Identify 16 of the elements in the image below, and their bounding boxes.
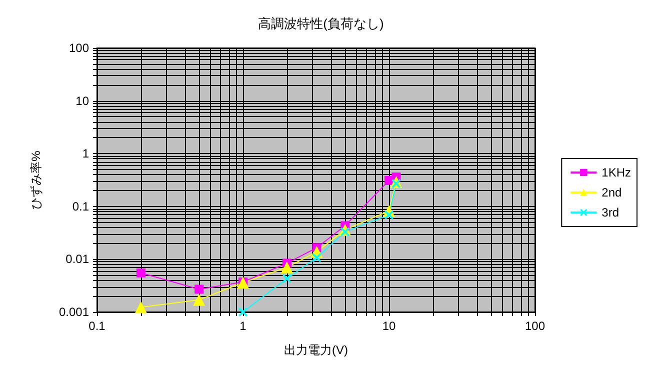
y-tick-label: 10 (76, 94, 90, 108)
legend-label: 1KHz (602, 166, 631, 180)
y-tick-label: 1 (82, 146, 90, 161)
y-tick-label: 0.001 (58, 305, 90, 319)
chart-title: 高調波特性(負荷なし) (258, 16, 384, 31)
y-tick-label: 100 (68, 41, 90, 55)
x-axis-title: 出力電力(V) (284, 343, 348, 357)
x-tick-label: 1 (240, 319, 247, 333)
y-axis-title: ひずみ率% (29, 150, 43, 210)
x-tick-label: 0.1 (88, 319, 106, 333)
x-tick-label: 10 (382, 319, 396, 333)
legend-label: 3rd (602, 206, 619, 220)
y-tick-label: 0.1 (72, 199, 90, 214)
y-tick-label: 0.01 (66, 252, 90, 266)
legend-label: 2nd (602, 186, 622, 200)
x-tick-label: 100 (524, 319, 546, 333)
